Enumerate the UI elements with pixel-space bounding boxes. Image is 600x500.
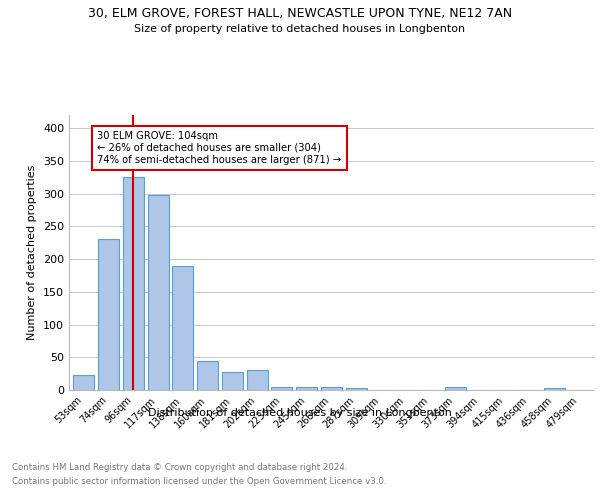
Text: Size of property relative to detached houses in Longbenton: Size of property relative to detached ho…: [134, 24, 466, 34]
Bar: [445, 386, 466, 390]
Bar: [148, 195, 169, 390]
Text: 30 ELM GROVE: 104sqm
← 26% of detached houses are smaller (304)
74% of semi-deta: 30 ELM GROVE: 104sqm ← 26% of detached h…: [97, 132, 341, 164]
Bar: [222, 372, 243, 390]
Bar: [172, 266, 193, 390]
Y-axis label: Number of detached properties: Number of detached properties: [28, 165, 37, 340]
Bar: [73, 375, 94, 390]
Bar: [346, 388, 367, 390]
Bar: [271, 386, 292, 390]
Text: Contains HM Land Registry data © Crown copyright and database right 2024.: Contains HM Land Registry data © Crown c…: [12, 462, 347, 471]
Bar: [98, 240, 119, 390]
Bar: [247, 370, 268, 390]
Bar: [544, 388, 565, 390]
Text: Distribution of detached houses by size in Longbenton: Distribution of detached houses by size …: [148, 408, 452, 418]
Text: 30, ELM GROVE, FOREST HALL, NEWCASTLE UPON TYNE, NE12 7AN: 30, ELM GROVE, FOREST HALL, NEWCASTLE UP…: [88, 8, 512, 20]
Bar: [321, 386, 342, 390]
Bar: [296, 386, 317, 390]
Bar: [197, 360, 218, 390]
Text: Contains public sector information licensed under the Open Government Licence v3: Contains public sector information licen…: [12, 478, 386, 486]
Bar: [123, 177, 144, 390]
